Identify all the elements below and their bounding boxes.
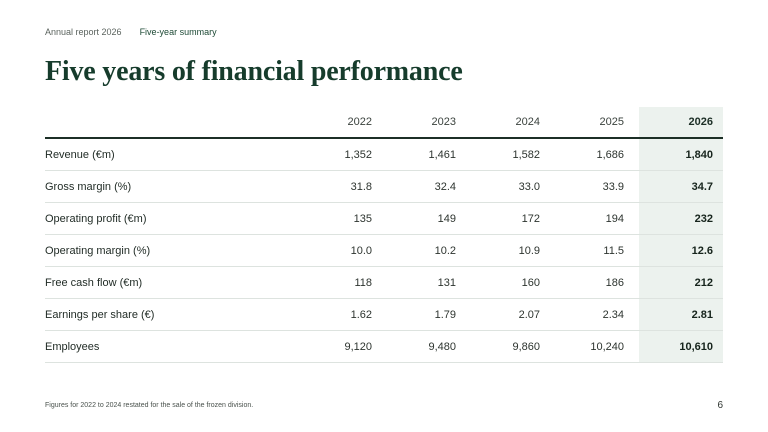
value-cell: 9,860 — [471, 330, 555, 363]
value-cell: 10.2 — [387, 234, 471, 267]
table-row: Revenue (€m) 1,352 1,461 1,582 1,686 1,840 — [45, 138, 723, 171]
value-cell: 160 — [471, 266, 555, 299]
value-cell: 10.9 — [471, 234, 555, 267]
value-cell: 194 — [555, 202, 639, 235]
value-cell-highlighted: 34.7 — [639, 170, 723, 203]
value-cell-highlighted: 2.81 — [639, 298, 723, 331]
table-row: Gross margin (%) 31.8 32.4 33.0 33.9 34.7 — [45, 170, 723, 203]
table-header-row: 2022 2023 2024 2025 2026 — [45, 107, 723, 139]
row-label: Earnings per share (€) — [45, 298, 303, 331]
row-label: Revenue (€m) — [45, 138, 303, 171]
value-cell: 10,240 — [555, 330, 639, 363]
value-cell: 135 — [303, 202, 387, 235]
value-cell: 31.8 — [303, 170, 387, 203]
table-body: Revenue (€m) 1,352 1,461 1,582 1,686 1,840 Gro… — [45, 138, 723, 363]
report-name: Annual report 2026 — [45, 27, 122, 37]
value-cell: 1.62 — [303, 298, 387, 331]
row-label: Gross margin (%) — [45, 170, 303, 203]
value-cell: 1,352 — [303, 138, 387, 171]
table-row: Free cash flow (€m) 118 131 160 186 212 — [45, 266, 723, 299]
page-header: Annual report 2026 Five-year summary — [45, 27, 217, 37]
value-cell-highlighted: 10,610 — [639, 330, 723, 363]
value-cell: 118 — [303, 266, 387, 299]
value-cell: 9,120 — [303, 330, 387, 363]
table-row: Operating margin (%) 10.0 10.2 10.9 11.5 12.6 — [45, 234, 723, 267]
value-cell-highlighted: 212 — [639, 266, 723, 299]
value-cell: 11.5 — [555, 234, 639, 267]
value-cell-highlighted: 232 — [639, 202, 723, 235]
value-cell: 33.9 — [555, 170, 639, 203]
year-header: 2025 — [555, 107, 639, 139]
value-cell: 149 — [387, 202, 471, 235]
section-name: Five-year summary — [139, 27, 217, 37]
row-label: Operating profit (€m) — [45, 202, 303, 235]
value-cell: 10.0 — [303, 234, 387, 267]
value-cell: 2.07 — [471, 298, 555, 331]
header-label-cell — [45, 107, 303, 139]
year-header: 2022 — [303, 107, 387, 139]
year-header: 2023 — [387, 107, 471, 139]
table-row: Earnings per share (€) 1.62 1.79 2.07 2.34 2.… — [45, 298, 723, 331]
table-row: Operating profit (€m) 135 149 172 194 232 — [45, 202, 723, 235]
value-cell: 1,461 — [387, 138, 471, 171]
value-cell: 186 — [555, 266, 639, 299]
year-header: 2024 — [471, 107, 555, 139]
value-cell: 2.34 — [555, 298, 639, 331]
value-cell: 32.4 — [387, 170, 471, 203]
value-cell-highlighted: 12.6 — [639, 234, 723, 267]
footnote: Figures for 2022 to 2024 restated for th… — [45, 402, 254, 409]
value-cell: 1.79 — [387, 298, 471, 331]
value-cell: 172 — [471, 202, 555, 235]
value-cell: 9,480 — [387, 330, 471, 363]
year-header-highlighted: 2026 — [639, 107, 723, 139]
row-label: Free cash flow (€m) — [45, 266, 303, 299]
value-cell: 1,686 — [555, 138, 639, 171]
value-cell-highlighted: 1,840 — [639, 138, 723, 171]
table-row: Employees 9,120 9,480 9,860 10,240 10,610 — [45, 330, 723, 363]
row-label: Employees — [45, 330, 303, 363]
financial-summary-table: 2022 2023 2024 2025 2026 Revenue (€m) 1,3… — [45, 107, 723, 363]
value-cell: 33.0 — [471, 170, 555, 203]
value-cell: 1,582 — [471, 138, 555, 171]
value-cell: 131 — [387, 266, 471, 299]
row-label: Operating margin (%) — [45, 234, 303, 267]
page-title: Five years of financial performance — [45, 56, 463, 87]
page-number: 6 — [717, 400, 723, 411]
